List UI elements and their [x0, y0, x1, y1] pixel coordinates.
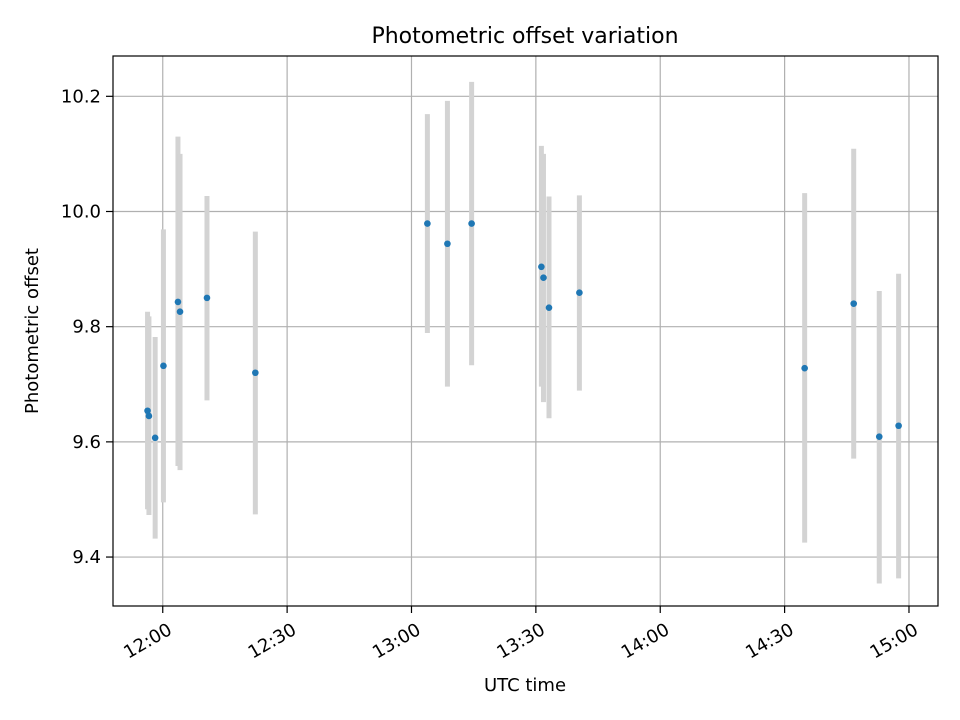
- y-axis-label: Photometric offset: [22, 248, 43, 414]
- data-point: [538, 263, 545, 271]
- y-tick-label: 9.6: [72, 432, 101, 453]
- data-point: [160, 362, 167, 370]
- y-tick-label: 10.2: [61, 86, 101, 107]
- data-point: [203, 294, 211, 302]
- y-axis-ticks: 9.4 9.6 9.8 10.0 10.2: [61, 86, 113, 568]
- data-point: [252, 369, 259, 377]
- data-point: [540, 274, 547, 282]
- data-point: [145, 412, 153, 420]
- data-point: [801, 364, 808, 372]
- data-point: [850, 300, 858, 307]
- data-point: [444, 240, 451, 248]
- data-point: [144, 407, 151, 415]
- y-tick-label: 9.4: [72, 547, 101, 568]
- data-point: [875, 433, 883, 440]
- plot-area: [113, 56, 938, 606]
- y-tick-label: 9.8: [72, 317, 101, 338]
- plot-frame: [112, 55, 939, 607]
- data-point: [576, 289, 583, 297]
- data-point: [176, 308, 184, 316]
- data-point: [151, 434, 159, 442]
- chart-title: Photometric offset variation: [371, 24, 678, 49]
- grid: [113, 56, 938, 606]
- data-point: [468, 220, 475, 227]
- data-point: [424, 220, 431, 227]
- data-point: [545, 304, 553, 311]
- data-point: [174, 298, 182, 306]
- data-points: [144, 220, 902, 442]
- data-point: [895, 422, 902, 430]
- y-tick-label: 10.0: [61, 201, 101, 222]
- x-axis-label: UTC time: [484, 675, 566, 696]
